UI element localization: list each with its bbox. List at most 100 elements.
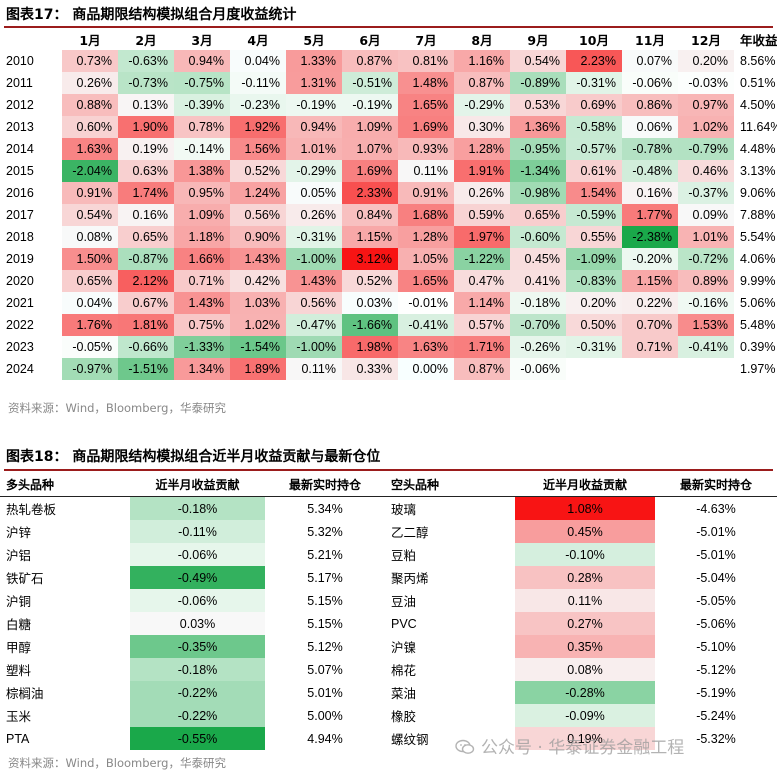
month-return-cell: 1.24% bbox=[230, 182, 286, 204]
month-return-cell: 0.05% bbox=[286, 182, 342, 204]
month-return-cell: -1.54% bbox=[230, 336, 286, 358]
short-pos-cell: -5.10% bbox=[696, 639, 736, 654]
short-contrib-cell: 0.19% bbox=[515, 727, 655, 750]
short-name-cell: 橡胶 bbox=[391, 710, 417, 724]
header-month: 5月 bbox=[303, 32, 325, 48]
month-return-cell: -1.00% bbox=[286, 336, 342, 358]
month-return-cell: 0.20% bbox=[566, 292, 622, 314]
fig17-title-rule bbox=[4, 26, 773, 28]
short-name-cell: 沪镍 bbox=[391, 641, 417, 655]
long-pos-cell: 5.15% bbox=[307, 593, 343, 608]
month-return-cell: 1.18% bbox=[174, 226, 230, 248]
month-return-cell: 1.76% bbox=[62, 314, 118, 336]
month-return-cell: 0.16% bbox=[622, 182, 678, 204]
annual-return-cell: 0.39% bbox=[740, 340, 776, 354]
table-row: PTA -0.55% 4.94% 螺纹钢 0.19% -5.32% bbox=[0, 727, 777, 750]
short-pos-cell: -5.01% bbox=[696, 547, 736, 562]
long-pos-cell: 5.00% bbox=[307, 708, 343, 723]
month-return-cell: 1.69% bbox=[398, 116, 454, 138]
month-return-cell: 1.34% bbox=[174, 358, 230, 380]
year-cell: 2021 bbox=[6, 296, 34, 310]
table-row: 热轧卷板 -0.18% 5.34% 玻璃 1.08% -4.63% bbox=[0, 496, 777, 520]
short-contrib-cell: 0.08% bbox=[515, 658, 655, 681]
table-row: 棕榈油 -0.22% 5.01% 菜油 -0.28% -5.19% bbox=[0, 681, 777, 704]
month-return-cell: 1.02% bbox=[678, 116, 734, 138]
header-long-pos: 最新实时持仓 bbox=[265, 473, 385, 497]
fig17-title: 图表17： 商品期限结构模拟组合月度收益统计 bbox=[6, 7, 297, 23]
month-return-cell: 0.88% bbox=[62, 94, 118, 116]
month-return-cell: -1.66% bbox=[342, 314, 398, 336]
month-return-cell: 1.36% bbox=[510, 116, 566, 138]
long-contrib-cell: -0.18% bbox=[130, 496, 265, 520]
table-row: 沪锌 -0.11% 5.32% 乙二醇 0.45% -5.01% bbox=[0, 520, 777, 543]
long-name-cell: 塑料 bbox=[6, 664, 32, 678]
table-header-row: 多头品种 近半月收益贡献 最新实时持仓 空头品种 近半月收益贡献 最新实时持仓 bbox=[0, 473, 777, 497]
month-return-cell: 0.04% bbox=[62, 292, 118, 314]
table-row: 2020 0.65% 2.12% 0.71% 0.42% 1.43% 0.52% 1.65% 0… bbox=[0, 270, 777, 292]
month-return-cell: 0.22% bbox=[622, 292, 678, 314]
month-return-cell: 1.31% bbox=[286, 72, 342, 94]
annual-return-cell: 9.06% bbox=[740, 186, 776, 200]
header-month: 3月 bbox=[191, 32, 213, 48]
month-return-cell: 1.05% bbox=[398, 248, 454, 270]
month-return-cell: -0.59% bbox=[566, 204, 622, 226]
month-return-cell: 0.69% bbox=[566, 94, 622, 116]
long-contrib-cell: -0.06% bbox=[130, 589, 265, 612]
month-return-cell: 1.01% bbox=[286, 138, 342, 160]
month-return-cell: -0.31% bbox=[286, 226, 342, 248]
month-return-cell: 1.33% bbox=[286, 50, 342, 72]
short-pos-cell: -5.32% bbox=[696, 731, 736, 746]
month-return-cell: -0.11% bbox=[230, 72, 286, 94]
header-month: 9月 bbox=[527, 32, 549, 48]
table-row: 2023 -0.05% -0.66% -1.33% -1.54% -1.00% 1.98% 1… bbox=[0, 336, 777, 358]
month-return-cell: 0.16% bbox=[118, 204, 174, 226]
month-return-cell: 1.81% bbox=[118, 314, 174, 336]
month-return-cell: 0.52% bbox=[230, 160, 286, 182]
short-pos-cell: -5.05% bbox=[696, 593, 736, 608]
month-return-cell: 0.26% bbox=[454, 182, 510, 204]
short-pos-cell: -5.12% bbox=[696, 662, 736, 677]
month-return-cell: -0.41% bbox=[678, 336, 734, 358]
month-return-cell: 1.43% bbox=[174, 292, 230, 314]
month-return-cell: 0.73% bbox=[62, 50, 118, 72]
month-return-cell: -0.16% bbox=[678, 292, 734, 314]
month-return-cell: -0.06% bbox=[510, 358, 566, 380]
month-return-cell: 0.26% bbox=[62, 72, 118, 94]
month-return-cell: -0.23% bbox=[230, 94, 286, 116]
short-contrib-cell: 0.35% bbox=[515, 635, 655, 658]
month-return-cell: 1.50% bbox=[62, 248, 118, 270]
month-return-cell: 0.07% bbox=[622, 50, 678, 72]
long-pos-cell: 5.01% bbox=[307, 685, 343, 700]
month-return-cell: 1.68% bbox=[398, 204, 454, 226]
month-return-cell: 1.66% bbox=[174, 248, 230, 270]
month-return-cell: 0.00% bbox=[398, 358, 454, 380]
month-return-cell: 0.11% bbox=[286, 358, 342, 380]
month-return-cell: -0.51% bbox=[342, 72, 398, 94]
month-return-cell: 1.01% bbox=[678, 226, 734, 248]
long-pos-cell: 5.32% bbox=[307, 524, 343, 539]
month-return-cell: 0.42% bbox=[230, 270, 286, 292]
month-return-cell: -0.26% bbox=[510, 336, 566, 358]
short-contrib-cell: 0.45% bbox=[515, 520, 655, 543]
header-year bbox=[0, 28, 62, 50]
short-name-cell: 棉花 bbox=[391, 664, 417, 678]
month-return-cell: -2.38% bbox=[622, 226, 678, 248]
table-row: 塑料 -0.18% 5.07% 棉花 0.08% -5.12% bbox=[0, 658, 777, 681]
month-return-cell: -0.60% bbox=[510, 226, 566, 248]
month-return-cell: -0.79% bbox=[678, 138, 734, 160]
table-row: 沪铜 -0.06% 5.15% 豆油 0.11% -5.05% bbox=[0, 589, 777, 612]
table-row: 2012 0.88% 0.13% -0.39% -0.23% -0.19% -0.19% 1.… bbox=[0, 94, 777, 116]
month-return-cell bbox=[566, 358, 622, 380]
month-return-cell: 0.86% bbox=[622, 94, 678, 116]
month-return-cell: 0.47% bbox=[454, 270, 510, 292]
annual-return-cell: 4.48% bbox=[740, 142, 776, 156]
table-row: 2014 1.63% 0.19% -0.14% 1.56% 1.01% 1.07% 0.93%… bbox=[0, 138, 777, 160]
month-return-cell: -0.05% bbox=[62, 336, 118, 358]
month-return-cell: -0.39% bbox=[174, 94, 230, 116]
short-name-cell: 豆粕 bbox=[391, 549, 417, 563]
header-month: 6月 bbox=[359, 32, 381, 48]
month-return-cell: 0.54% bbox=[62, 204, 118, 226]
month-return-cell: -0.87% bbox=[118, 248, 174, 270]
month-return-cell: 1.54% bbox=[566, 182, 622, 204]
month-return-cell: 0.20% bbox=[678, 50, 734, 72]
